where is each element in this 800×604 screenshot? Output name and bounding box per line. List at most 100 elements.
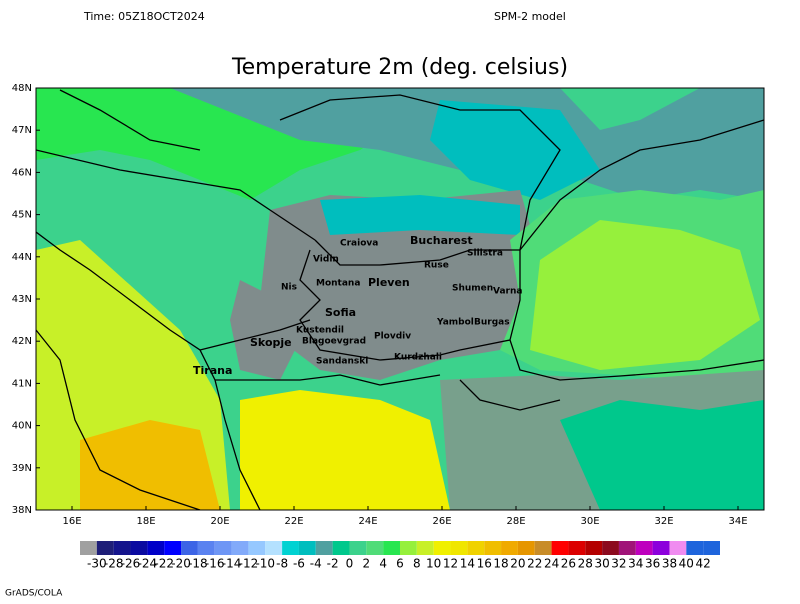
colorbar-swatch bbox=[400, 541, 417, 555]
city-label: Craiova bbox=[340, 239, 378, 249]
colorbar-swatch bbox=[265, 541, 283, 555]
colorbar-label: -24 bbox=[138, 557, 158, 571]
colorbar-swatch bbox=[703, 541, 720, 555]
colorbar-label: -6 bbox=[293, 557, 305, 571]
lon-label: 32E bbox=[654, 516, 673, 527]
colorbar-swatch bbox=[534, 541, 552, 555]
colorbar-swatch bbox=[349, 541, 367, 555]
colorbar-swatch bbox=[80, 541, 97, 555]
model-label: SPM-2 model bbox=[494, 10, 566, 23]
colorbar-label: -4 bbox=[310, 557, 322, 571]
colorbar-label: 34 bbox=[628, 557, 643, 571]
colorbar-swatch bbox=[467, 541, 485, 555]
lat-label: 43N bbox=[12, 294, 32, 305]
city-label: Sandanski bbox=[316, 357, 368, 367]
colorbar-swatch bbox=[248, 541, 266, 555]
colorbar-label: -2 bbox=[327, 557, 339, 571]
city-label: Shumen bbox=[452, 284, 493, 294]
colorbar-label: -18 bbox=[188, 557, 208, 571]
colorbar-label: 10 bbox=[426, 557, 441, 571]
colorbar-swatch bbox=[214, 541, 232, 555]
colorbar-label: -26 bbox=[121, 557, 141, 571]
colorbar-swatch bbox=[568, 541, 586, 555]
lat-label: 40N bbox=[12, 421, 32, 432]
colorbar-swatch bbox=[416, 541, 434, 555]
colorbar-swatch bbox=[433, 541, 451, 555]
city-label: Montana bbox=[316, 279, 360, 289]
colorbar-label: -20 bbox=[171, 557, 191, 571]
colorbar-swatch bbox=[585, 541, 603, 555]
colorbar-swatch bbox=[130, 541, 148, 555]
colorbar-label: 14 bbox=[460, 557, 475, 571]
city-label: Vidin bbox=[313, 255, 339, 265]
city-label: Sofia bbox=[325, 306, 356, 319]
lat-label: 44N bbox=[12, 252, 32, 263]
colorbar-label: 8 bbox=[413, 557, 421, 571]
colorbar-swatch bbox=[450, 541, 468, 555]
colorbar-swatch bbox=[686, 541, 704, 555]
lon-label: 22E bbox=[284, 516, 303, 527]
city-label: Silistra bbox=[467, 249, 503, 259]
city-label: Burgas bbox=[474, 318, 510, 328]
colorbar-label: 32 bbox=[611, 557, 626, 571]
lon-label: 30E bbox=[580, 516, 599, 527]
colorbar-label: -30 bbox=[87, 557, 107, 571]
lon-label: 28E bbox=[506, 516, 525, 527]
lon-label: 18E bbox=[136, 516, 155, 527]
colorbar-swatch bbox=[197, 541, 215, 555]
colorbar-swatch bbox=[332, 541, 350, 555]
colorbar-label: 18 bbox=[493, 557, 508, 571]
colorbar-label: 22 bbox=[527, 557, 542, 571]
colorbar-label: -14 bbox=[222, 557, 242, 571]
city-label: Plovdiv bbox=[374, 332, 411, 342]
colorbar-swatch bbox=[484, 541, 502, 555]
colorbar-swatch bbox=[181, 541, 198, 555]
city-label: Kurdzhali bbox=[394, 353, 442, 363]
colorbar-swatch bbox=[635, 541, 653, 555]
city-label: Varna bbox=[493, 287, 522, 297]
colorbar-swatch bbox=[366, 541, 384, 555]
lat-label: 47N bbox=[12, 125, 32, 136]
colorbar-label: -12 bbox=[239, 557, 259, 571]
lon-label: 24E bbox=[358, 516, 377, 527]
colorbar-label: 0 bbox=[346, 557, 354, 571]
colorbar-swatch bbox=[96, 541, 114, 555]
city-label: Tirana bbox=[193, 364, 232, 377]
lat-label: 48N bbox=[12, 83, 32, 94]
colorbar-label: 30 bbox=[594, 557, 609, 571]
colorbar-label: 26 bbox=[561, 557, 576, 571]
city-label: Pleven bbox=[368, 276, 410, 289]
lon-label: 16E bbox=[62, 516, 81, 527]
city-label: Yambol bbox=[436, 318, 474, 328]
time-label: Time: 05Z18OCT2024 bbox=[83, 10, 205, 23]
colorbar-label: 6 bbox=[396, 557, 404, 571]
colorbar-label: 40 bbox=[679, 557, 694, 571]
lat-label: 41N bbox=[12, 378, 32, 389]
colorbar-swatch bbox=[231, 541, 249, 555]
lat-label: 42N bbox=[12, 336, 32, 347]
colorbar-swatch bbox=[383, 541, 400, 555]
colorbar-swatch bbox=[282, 541, 299, 555]
colorbar-label: -8 bbox=[276, 557, 288, 571]
map-field bbox=[36, 88, 764, 510]
city-label: Nis bbox=[281, 283, 297, 293]
lat-label: 38N bbox=[12, 505, 32, 516]
colorbar-swatch bbox=[602, 541, 619, 555]
colorbar-swatch bbox=[618, 541, 636, 555]
footer: GrADS/COLA bbox=[5, 589, 63, 599]
colorbar-swatch bbox=[315, 541, 333, 555]
colorbar-label: 4 bbox=[379, 557, 387, 571]
colorbar-swatch bbox=[501, 541, 518, 555]
lat-label: 45N bbox=[12, 210, 32, 221]
colorbar-label: -22 bbox=[154, 557, 174, 571]
city-label: Skopje bbox=[250, 336, 292, 349]
colorbar-label: 2 bbox=[362, 557, 370, 571]
colorbar-swatch bbox=[551, 541, 569, 555]
colorbar-swatch bbox=[298, 541, 316, 555]
map-title: Temperature 2m (deg. celsius) bbox=[231, 55, 568, 80]
colorbar-label: -28 bbox=[104, 557, 124, 571]
city-label: Kustendil bbox=[296, 326, 344, 336]
lat-label: 39N bbox=[12, 463, 32, 474]
colorbar-label: 36 bbox=[645, 557, 660, 571]
